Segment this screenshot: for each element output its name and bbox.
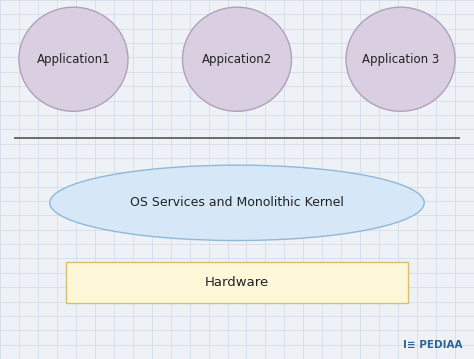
Text: I≡ PEDIAA: I≡ PEDIAA	[402, 340, 462, 350]
Text: OS Services and Monolithic Kernel: OS Services and Monolithic Kernel	[130, 196, 344, 209]
FancyBboxPatch shape	[66, 262, 408, 303]
Ellipse shape	[50, 165, 424, 241]
Ellipse shape	[346, 7, 455, 111]
Ellipse shape	[182, 7, 292, 111]
Text: Application 3: Application 3	[362, 53, 439, 66]
Ellipse shape	[19, 7, 128, 111]
Text: Application1: Application1	[36, 53, 110, 66]
Text: Appication2: Appication2	[202, 53, 272, 66]
Text: Hardware: Hardware	[205, 276, 269, 289]
